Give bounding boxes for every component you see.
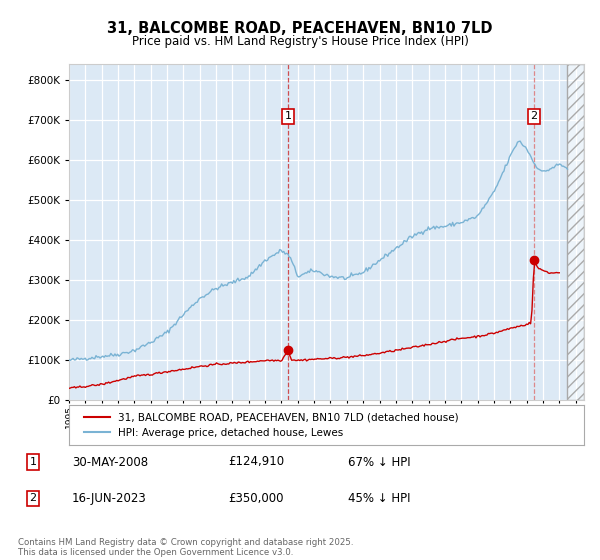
Text: 2: 2 xyxy=(29,493,37,503)
Text: £350,000: £350,000 xyxy=(228,492,284,505)
Text: Contains HM Land Registry data © Crown copyright and database right 2025.
This d: Contains HM Land Registry data © Crown c… xyxy=(18,538,353,557)
Text: 1: 1 xyxy=(284,111,292,122)
Legend: 31, BALCOMBE ROAD, PEACEHAVEN, BN10 7LD (detached house), HPI: Average price, de: 31, BALCOMBE ROAD, PEACEHAVEN, BN10 7LD … xyxy=(79,408,463,442)
Text: 30-MAY-2008: 30-MAY-2008 xyxy=(72,455,148,469)
Text: £124,910: £124,910 xyxy=(228,455,284,469)
Text: 67% ↓ HPI: 67% ↓ HPI xyxy=(348,455,410,469)
Text: 45% ↓ HPI: 45% ↓ HPI xyxy=(348,492,410,505)
Text: 31, BALCOMBE ROAD, PEACEHAVEN, BN10 7LD: 31, BALCOMBE ROAD, PEACEHAVEN, BN10 7LD xyxy=(107,21,493,36)
Text: 16-JUN-2023: 16-JUN-2023 xyxy=(72,492,147,505)
Text: 2: 2 xyxy=(530,111,538,122)
Text: 1: 1 xyxy=(29,457,37,467)
Text: Price paid vs. HM Land Registry's House Price Index (HPI): Price paid vs. HM Land Registry's House … xyxy=(131,35,469,48)
